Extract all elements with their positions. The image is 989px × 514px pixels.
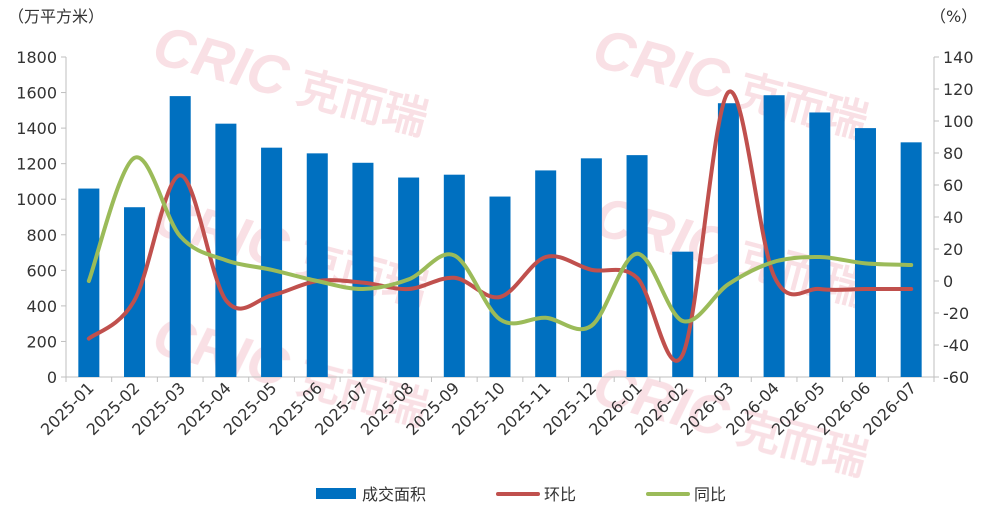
watermark-logo-text: CRIC — [147, 13, 297, 110]
right-axis-tick-label: 0 — [943, 272, 953, 291]
bar — [809, 112, 831, 377]
watermark-brand-text: 克而瑞 — [292, 62, 433, 145]
right-axis-tick-label: 100 — [943, 112, 974, 131]
legend-label: 成交面积 — [362, 485, 426, 504]
right-axis-tick-label: 60 — [943, 176, 963, 195]
bar — [352, 162, 374, 377]
right-axis-tick-label: 140 — [943, 48, 974, 67]
watermark-brand-text: 克而瑞 — [732, 233, 873, 316]
bar — [854, 128, 876, 377]
bar — [489, 196, 511, 377]
left-axis-tick-label: 1000 — [16, 190, 57, 209]
bar — [215, 123, 237, 378]
left-axis-tick-label: 0 — [47, 368, 57, 387]
right-axis-tick-label: -20 — [943, 304, 969, 323]
left-axis-tick-label: 600 — [26, 261, 57, 280]
bar — [672, 251, 694, 377]
watermark-logo-text: CRIC — [587, 16, 737, 113]
bar-series — [78, 95, 922, 378]
right-axis-tick-label: -60 — [943, 368, 969, 387]
left-axis-tick-label: 1600 — [16, 84, 57, 103]
bar — [306, 153, 328, 377]
left-axis-unit: （万平方米） — [8, 7, 104, 26]
left-axis-tick-label: 1200 — [16, 155, 57, 174]
bar — [261, 147, 283, 377]
watermark-logo-text: CRIC — [587, 184, 737, 281]
line-环比 — [86, 89, 914, 363]
legend-bar-swatch — [316, 488, 356, 499]
bar — [626, 155, 648, 377]
left-axis-tick-label: 400 — [26, 297, 57, 316]
right-axis-tick-label: -40 — [943, 336, 969, 355]
line-series — [86, 89, 914, 363]
left-axis-tick-label: 200 — [26, 332, 57, 351]
right-axis-tick-label: 80 — [943, 144, 963, 163]
legend-label: 同比 — [694, 485, 726, 504]
bar — [717, 103, 739, 377]
legend: 成交面积 环比 同比 — [316, 485, 726, 504]
left-axis-tick-label: 800 — [26, 226, 57, 245]
right-axis-unit: （%） — [930, 7, 977, 26]
line-同比 — [86, 155, 914, 332]
right-axis-tick-label: 20 — [943, 240, 963, 259]
axes: 020040060080010001200140016001800-60-40-… — [16, 48, 973, 387]
right-axis-tick-label: 120 — [943, 80, 974, 99]
bar — [535, 170, 557, 377]
legend-label: 环比 — [544, 485, 576, 504]
bar — [900, 142, 922, 377]
watermark-brand-text: 克而瑞 — [732, 65, 873, 148]
left-axis-tick-label: 1400 — [16, 119, 57, 138]
x-tick-labels: 2025-012025-022025-032025-042025-052025-… — [37, 378, 920, 439]
left-axis-tick-label: 1800 — [16, 48, 57, 67]
right-axis-tick-label: 40 — [943, 208, 963, 227]
bar — [124, 207, 146, 377]
bar — [763, 95, 785, 377]
